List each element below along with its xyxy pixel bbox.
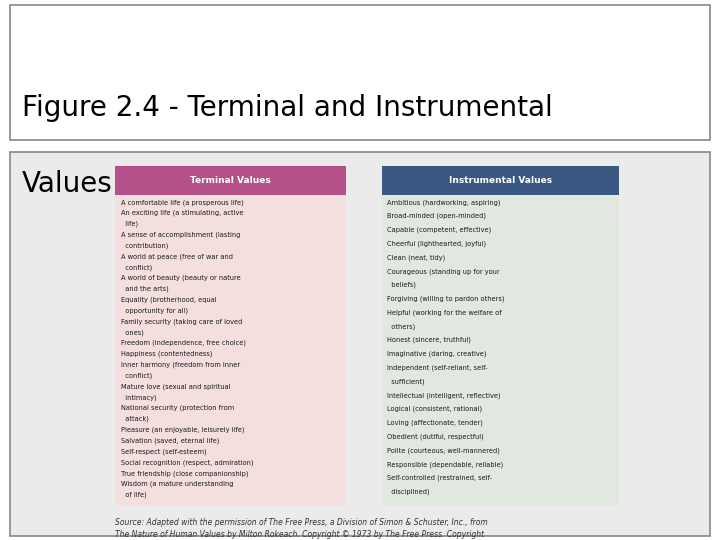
Text: Cheerful (lighthearted, joyful): Cheerful (lighthearted, joyful) [387,240,487,247]
Text: Helpful (working for the welfare of: Helpful (working for the welfare of [387,309,502,316]
Text: beliefs): beliefs) [387,282,416,288]
Text: attack): attack) [121,416,149,422]
Text: Family security (taking care of loved: Family security (taking care of loved [121,318,243,325]
Text: Loving (affectionate, tender): Loving (affectionate, tender) [387,420,483,426]
Text: True friendship (close companionship): True friendship (close companionship) [121,470,248,476]
Text: Social recognition (respect, admiration): Social recognition (respect, admiration) [121,459,253,465]
Text: Source: Adapted with the permission of The Free Press, a Division of Simon & Sch: Source: Adapted with the permission of T… [115,518,488,540]
Text: Happiness (contentedness): Happiness (contentedness) [121,351,212,357]
Text: Responsible (dependable, reliable): Responsible (dependable, reliable) [387,461,503,468]
Text: ones): ones) [121,329,144,335]
Text: disciplined): disciplined) [387,489,430,495]
FancyBboxPatch shape [115,166,346,195]
Text: of life): of life) [121,492,147,498]
Text: conflict): conflict) [121,373,152,379]
Text: Self-controlled (restrained, self-: Self-controlled (restrained, self- [387,475,492,482]
Text: Logical (consistent, rational): Logical (consistent, rational) [387,406,482,413]
Text: Figure 2.4 - Terminal and Instrumental: Figure 2.4 - Terminal and Instrumental [22,94,552,122]
Text: Courageous (standing up for your: Courageous (standing up for your [387,268,500,274]
Text: opportunity for all): opportunity for all) [121,307,188,314]
Text: Ambitious (hardworking, aspiring): Ambitious (hardworking, aspiring) [387,199,501,206]
Text: Forgiving (willing to pardon others): Forgiving (willing to pardon others) [387,295,505,302]
FancyBboxPatch shape [382,166,619,195]
FancyBboxPatch shape [10,152,710,536]
Text: A world of beauty (beauty or nature: A world of beauty (beauty or nature [121,275,240,281]
Text: A world at peace (free of war and: A world at peace (free of war and [121,253,233,260]
Text: conflict): conflict) [121,264,152,271]
Text: Values: Values [22,170,112,198]
Text: Inner harmony (freedom from inner: Inner harmony (freedom from inner [121,362,240,368]
Text: and the arts): and the arts) [121,286,168,292]
Text: Terminal Values: Terminal Values [190,176,271,185]
Text: Intellectual (intelligent, reflective): Intellectual (intelligent, reflective) [387,392,501,399]
Text: Instrumental Values: Instrumental Values [449,176,552,185]
Text: Broad-minded (open-minded): Broad-minded (open-minded) [387,213,487,219]
Text: Wisdom (a mature understanding: Wisdom (a mature understanding [121,481,233,488]
Text: others): others) [387,323,415,330]
Text: Capable (competent, effective): Capable (competent, effective) [387,227,492,233]
Text: contribution): contribution) [121,242,168,249]
Text: Honest (sincere, truthful): Honest (sincere, truthful) [387,337,471,343]
Text: intimacy): intimacy) [121,394,156,401]
Text: A sense of accomplishment (lasting: A sense of accomplishment (lasting [121,232,240,238]
Text: Polite (courteous, well-mannered): Polite (courteous, well-mannered) [387,447,500,454]
Text: Salvation (saved, eternal life): Salvation (saved, eternal life) [121,437,220,444]
Text: Independent (self-reliant, self-: Independent (self-reliant, self- [387,364,488,371]
Text: Self-respect (self-esteem): Self-respect (self-esteem) [121,448,207,455]
Text: Pleasure (an enjoyable, leisurely life): Pleasure (an enjoyable, leisurely life) [121,427,245,433]
Text: National security (protection from: National security (protection from [121,405,234,411]
Text: An exciting life (a stimulating, active: An exciting life (a stimulating, active [121,210,243,217]
Text: Obedient (dutiful, respectful): Obedient (dutiful, respectful) [387,434,484,440]
Text: Equality (brotherhood, equal: Equality (brotherhood, equal [121,296,217,303]
FancyBboxPatch shape [382,195,619,504]
Text: Freedom (independence, free choice): Freedom (independence, free choice) [121,340,246,347]
Text: A comfortable life (a prosperous life): A comfortable life (a prosperous life) [121,199,243,206]
Text: Imaginative (daring, creative): Imaginative (daring, creative) [387,351,487,357]
Text: Clean (neat, tidy): Clean (neat, tidy) [387,254,446,261]
Text: Mature love (sexual and spiritual: Mature love (sexual and spiritual [121,383,230,390]
Text: life): life) [121,221,138,227]
FancyBboxPatch shape [115,195,346,504]
Text: sufficient): sufficient) [387,379,425,385]
